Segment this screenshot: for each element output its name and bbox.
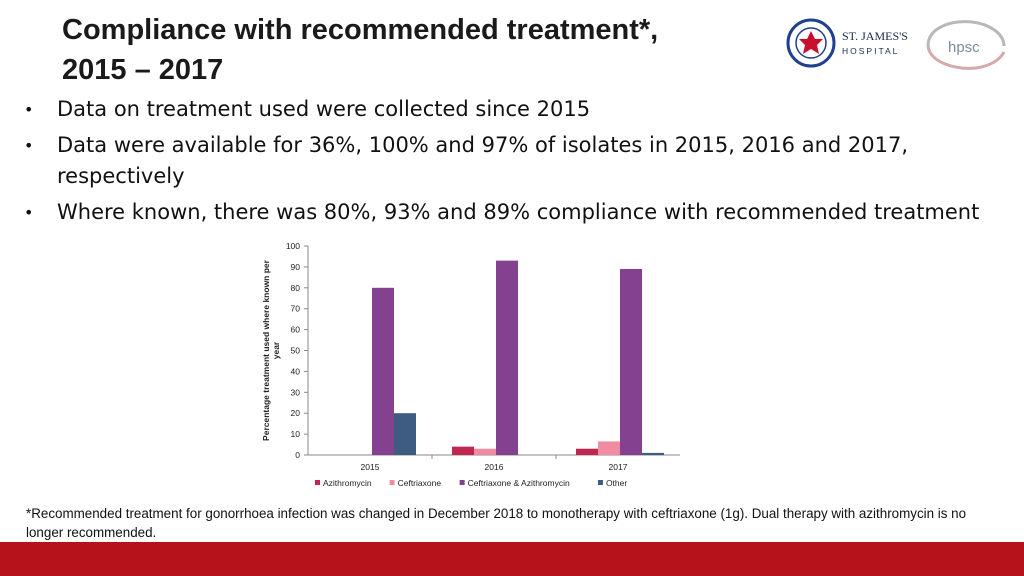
- y-tick-label: 100: [286, 241, 300, 251]
- x-tick-label: 2015: [361, 462, 380, 472]
- y-tick-label: 50: [291, 346, 301, 356]
- legend-label: Other: [606, 478, 627, 488]
- y-tick-label: 90: [291, 262, 301, 272]
- bar-ceftriaxone-azithromycin-2017: [620, 268, 642, 455]
- bullet-dot-icon: •: [24, 203, 34, 222]
- y-tick-label: 0: [295, 450, 300, 460]
- bar-other-2015: [394, 413, 416, 455]
- hpsc-logo: hpsc: [926, 20, 1006, 70]
- bullet-item: • Data were available for 36%, 100% and 9…: [20, 130, 1000, 192]
- y-tick-label: 80: [291, 283, 301, 293]
- bar-azithromycin-2016: [452, 446, 474, 455]
- legend-label: Azithromycin: [323, 478, 372, 488]
- x-tick-label: 2017: [609, 462, 628, 472]
- bullet-dot-icon: •: [24, 136, 34, 155]
- bullet-list: • Data on treatment used were collected s…: [20, 94, 1000, 233]
- treatment-bar-chart: 0 10 20 30 40 50 60 70 80 90 100 Percentage treatme…: [261, 241, 680, 488]
- hpsc-wordmark: hpsc: [948, 39, 980, 56]
- legend-swatch-icon: [459, 480, 465, 485]
- y-tick-label: 10: [291, 429, 301, 439]
- bar-ceftriaxone-2017: [598, 441, 620, 455]
- bar-other-2017: [642, 452, 664, 455]
- st-james-name: ST. JAMES'S: [842, 29, 908, 43]
- y-tick-label: 70: [291, 304, 301, 314]
- hpsc-arc-lower-icon: [926, 45, 1006, 70]
- title-line-2: 2015 – 2017: [62, 54, 224, 86]
- st-james-subtitle: HOSPITAL: [842, 46, 899, 56]
- legend-swatch-icon: [597, 480, 603, 485]
- x-tick-label: 2016: [485, 462, 504, 472]
- legend-label: Ceftriaxone & Azithromycin: [468, 478, 570, 488]
- y-axis-label: Percentage treatment used where known pe…: [261, 259, 281, 441]
- seal-emblem-icon: [799, 31, 823, 54]
- bullet-item: • Data on treatment used were collected s…: [20, 94, 1000, 125]
- bullet-text: Where known, there was 80%, 93% and 89% …: [57, 200, 980, 224]
- footer-bar: [0, 542, 1024, 576]
- bullet-item: • Where known, there was 80%, 93% and 89%…: [20, 197, 1000, 228]
- legend-label: Ceftriaxone: [398, 478, 442, 488]
- hpsc-arc-icon: [926, 20, 1006, 47]
- footnote: *Recommended treatment for gonorrhoea in…: [26, 506, 967, 540]
- legend-swatch-icon: [315, 480, 320, 485]
- bar-ceftriaxone-azithromycin-2016: [496, 260, 518, 455]
- y-tick-label: 60: [291, 325, 301, 335]
- bar-azithromycin-2017: [576, 448, 598, 455]
- bullet-text: Data on treatment used were collected si…: [57, 97, 591, 121]
- page-title: Compliance with recommended treatment*, …: [62, 10, 658, 90]
- st-james-hospital-logo: ST. JAMES'S HOSPITAL: [786, 18, 908, 68]
- title-line-1: Compliance with recommended treatment*,: [62, 14, 659, 46]
- bar-ceftriaxone-azithromycin-2015: [372, 287, 394, 455]
- bullet-text: Data were available for 36%, 100% and 97…: [57, 133, 909, 188]
- bullet-dot-icon: •: [24, 100, 34, 119]
- y-tick-label: 30: [291, 387, 301, 397]
- legend-swatch-icon: [389, 480, 395, 485]
- bar-ceftriaxone-2016: [474, 448, 496, 455]
- y-tick-label: 20: [291, 408, 301, 418]
- y-tick-label: 40: [291, 366, 301, 376]
